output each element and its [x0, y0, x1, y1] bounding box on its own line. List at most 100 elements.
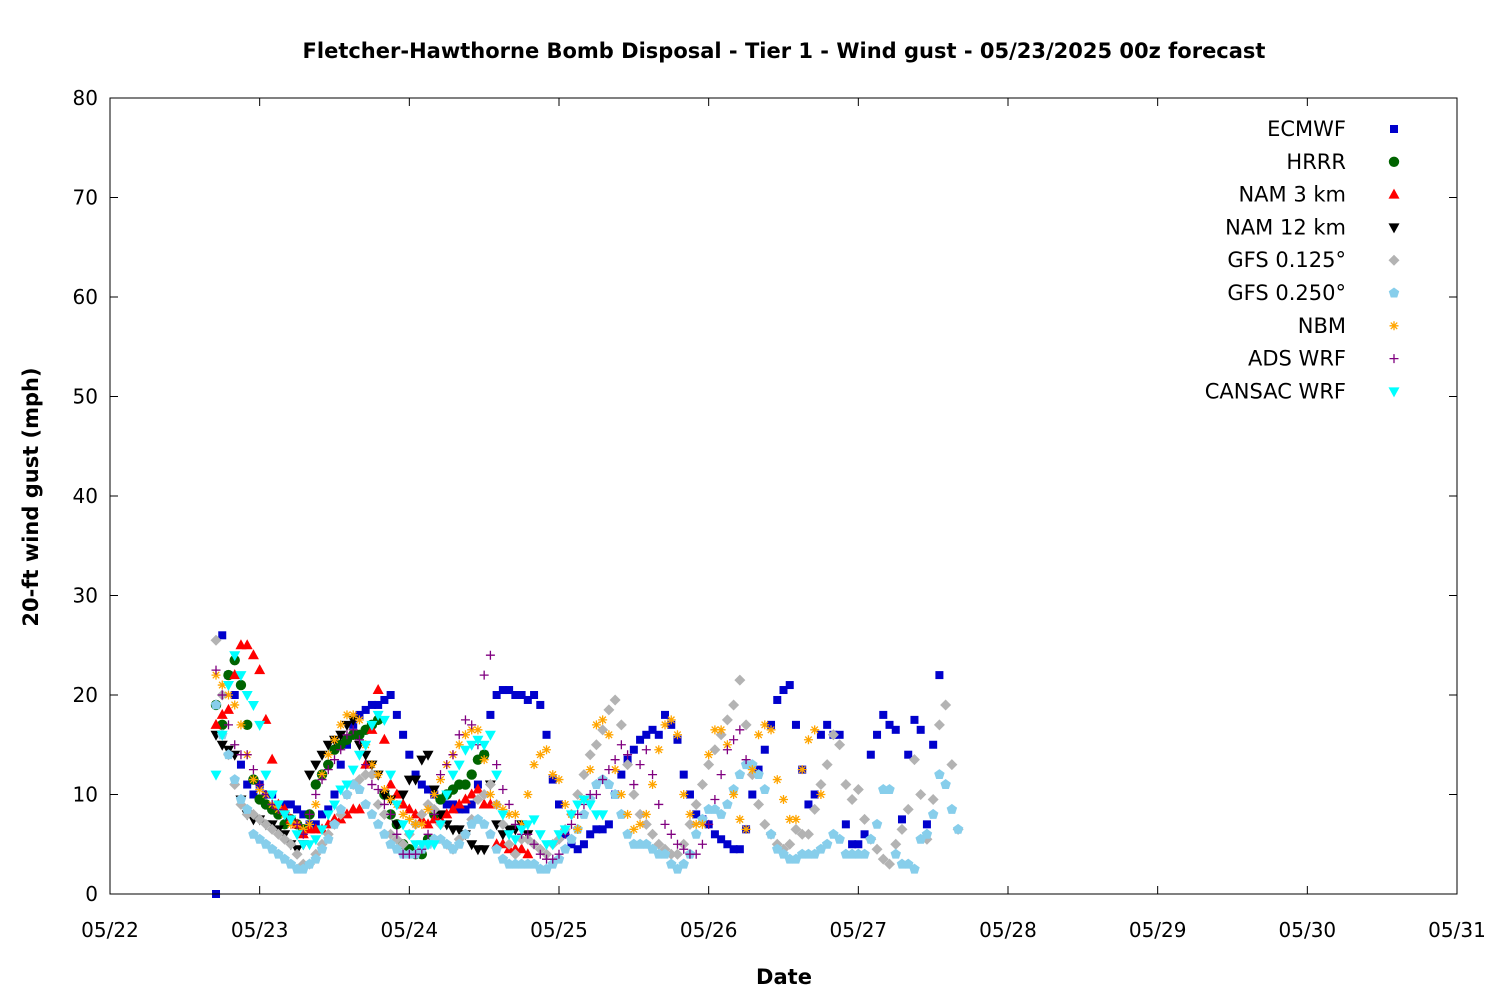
- data-point: [530, 691, 539, 699]
- data-point: [559, 825, 571, 836]
- data-point: [940, 699, 952, 711]
- data-point: [273, 848, 284, 859]
- data-point: [379, 799, 389, 809]
- data-point: [654, 799, 664, 809]
- data-point: [816, 790, 826, 799]
- data-point: [535, 849, 545, 859]
- data-point: [667, 720, 676, 729]
- data-point: [946, 803, 958, 814]
- data-point: [323, 765, 333, 775]
- data-point: [479, 670, 489, 680]
- data-point: [510, 819, 520, 829]
- data-point: [266, 790, 278, 801]
- y-tick-label: 60: [73, 285, 98, 309]
- data-point: [759, 818, 771, 830]
- data-point: [834, 833, 845, 844]
- data-point: [485, 828, 496, 839]
- data-point: [785, 681, 794, 690]
- data-point: [896, 823, 908, 835]
- data-point: [299, 810, 308, 819]
- legend-marker: [1390, 125, 1398, 133]
- data-point: [715, 808, 727, 819]
- y-tick-label: 0: [85, 882, 98, 906]
- y-tick-label: 20: [73, 683, 98, 707]
- series-gfs-0-250-: [210, 699, 964, 874]
- data-point: [454, 730, 464, 740]
- data-point: [310, 835, 322, 846]
- data-point: [442, 800, 451, 809]
- x-tick-label: 05/29: [1129, 918, 1187, 942]
- data-point: [922, 820, 931, 829]
- data-point: [398, 809, 408, 819]
- data-point: [734, 674, 746, 686]
- data-point: [890, 848, 901, 859]
- legend-label: ECMWF: [1267, 117, 1346, 141]
- data-point: [441, 808, 453, 819]
- series-ecmwf: [212, 631, 944, 898]
- data-point: [703, 759, 715, 771]
- data-point: [753, 769, 764, 780]
- data-point: [790, 823, 802, 835]
- data-point: [572, 800, 584, 811]
- data-point: [210, 718, 222, 729]
- data-point: [392, 710, 401, 719]
- data-point: [584, 749, 596, 761]
- data-point: [628, 789, 640, 800]
- data-point: [355, 710, 364, 719]
- data-point: [573, 824, 583, 834]
- x-tick-label: 05/26: [680, 918, 738, 942]
- data-point: [598, 825, 607, 834]
- data-point: [266, 753, 278, 764]
- data-point: [573, 845, 582, 854]
- data-point: [797, 765, 807, 775]
- data-point: [523, 790, 533, 799]
- data-point: [293, 805, 302, 814]
- data-point: [884, 784, 895, 794]
- data-point: [629, 745, 638, 754]
- data-point: [603, 704, 615, 716]
- legend-entry: NBM: [1298, 314, 1399, 338]
- data-point: [378, 733, 390, 744]
- data-point: [754, 730, 764, 740]
- data-point: [710, 830, 719, 839]
- x-axis-label: Date: [756, 965, 812, 989]
- data-point: [404, 814, 414, 824]
- data-point: [379, 828, 390, 839]
- data-point: [372, 684, 384, 695]
- data-point: [279, 833, 291, 845]
- data-point: [304, 770, 316, 781]
- data-point: [322, 810, 334, 821]
- data-point: [710, 725, 720, 735]
- data-point: [322, 740, 334, 751]
- data-point: [528, 858, 540, 869]
- data-point: [821, 759, 833, 771]
- data-point: [522, 833, 534, 845]
- data-point: [759, 784, 771, 794]
- data-point: [247, 649, 259, 660]
- data-point: [740, 719, 752, 731]
- legend-label: NBM: [1298, 314, 1346, 338]
- data-point: [902, 858, 914, 869]
- data-point: [766, 725, 776, 735]
- data-point: [840, 779, 852, 791]
- data-point: [247, 700, 259, 711]
- data-point: [785, 814, 795, 824]
- data-point: [916, 725, 925, 734]
- data-point: [217, 690, 227, 700]
- data-point: [291, 830, 303, 841]
- data-point: [329, 818, 340, 829]
- data-point: [230, 700, 240, 710]
- data-point: [848, 840, 857, 849]
- data-point: [778, 848, 789, 859]
- data-point: [772, 843, 783, 854]
- data-point: [566, 819, 576, 829]
- data-point: [478, 818, 490, 829]
- data-point: [697, 839, 707, 849]
- data-point: [885, 720, 894, 729]
- data-point: [648, 725, 657, 734]
- data-point: [815, 779, 827, 791]
- data-point: [728, 699, 740, 711]
- data-point: [330, 735, 339, 745]
- data-point: [367, 780, 377, 790]
